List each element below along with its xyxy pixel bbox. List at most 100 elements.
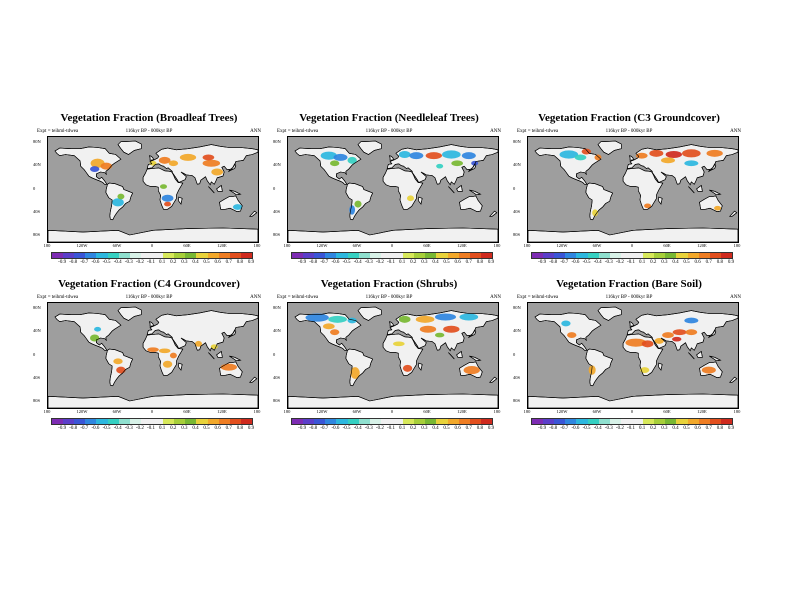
- period-label: 116kyr BP - 000kyr BP: [365, 295, 413, 300]
- colorbar-tick-label: 0.2: [410, 260, 417, 265]
- colorbar-tick-label: 0.7: [225, 426, 232, 431]
- colorbar-swatch: [458, 253, 470, 258]
- vegetation-change-patch: [451, 160, 463, 167]
- world-map: [48, 306, 258, 408]
- colorbar-tick-label: 0.6: [214, 260, 221, 265]
- colorbar-tick-label: 0.4: [192, 260, 199, 265]
- x-tick-label: 0: [390, 409, 394, 414]
- x-tick-label: 120E: [217, 409, 227, 414]
- colorbar-swatch: [174, 253, 186, 258]
- colorbar-tick-label: -0.4: [593, 426, 602, 431]
- vegetation-change-patch: [425, 152, 442, 160]
- vegetation-change-patch: [625, 338, 647, 347]
- coastline: [459, 195, 483, 213]
- vegetation-change-patch: [149, 160, 157, 166]
- coastline: [345, 182, 373, 221]
- world-map: [48, 140, 258, 242]
- vegetation-change-patch: [398, 151, 411, 158]
- colorbar-swatch: [565, 253, 577, 258]
- colorbar: [531, 418, 733, 425]
- y-tick-label: 40N: [273, 328, 281, 334]
- x-tick-label: 180: [283, 243, 291, 248]
- colorbar-swatch: [480, 253, 492, 258]
- vegetation-change-patch: [574, 154, 587, 161]
- coastline: [389, 155, 394, 161]
- y-tick-label: 40S: [273, 374, 281, 380]
- colorbar-tick-label: 0.4: [672, 260, 679, 265]
- colorbar-tick-label: 0.5: [683, 426, 690, 431]
- colorbar-labels: -0.9 -0.8 -0.7 -0.6 -0.5 -0.4 -0.3 -0.2 -0.1 0.1 0…: [531, 260, 734, 268]
- colorbar-swatch: [554, 253, 566, 258]
- colorbar-tick-label: -0.2: [135, 260, 144, 265]
- experiment-label: Expt = teihml-tdwea: [37, 295, 79, 300]
- colorbar-tick-label: -0.2: [375, 260, 384, 265]
- landmass: [117, 306, 142, 321]
- vegetation-change-patch: [567, 332, 577, 338]
- coastline: [708, 163, 717, 173]
- colorbar-tick-label: -0.1: [627, 426, 635, 431]
- colorbar-tick-label: 0.6: [694, 426, 701, 431]
- coastline: [489, 210, 498, 217]
- x-tick-label: 60W: [112, 409, 122, 414]
- colorbar-tick-label: -0.4: [113, 260, 122, 265]
- colorbar-tick-label: -0.6: [571, 260, 580, 265]
- x-tick-label: 0: [630, 409, 634, 414]
- colorbar-swatch: [543, 419, 555, 424]
- period-label: 116kyr BP - 000kyr BP: [125, 129, 173, 134]
- colorbar-swatch: [709, 253, 721, 258]
- x-tick-label: 180: [253, 243, 261, 248]
- vegetation-change-patch: [581, 148, 591, 155]
- coastline: [729, 376, 738, 383]
- vegetation-change-patch: [330, 329, 340, 336]
- vegetation-change-patch: [436, 163, 444, 169]
- coastline: [219, 361, 243, 379]
- colorbar-tick-label: -0.1: [387, 260, 395, 265]
- vegetation-change-patch: [435, 313, 456, 321]
- colorbar-tick-label: -0.5: [102, 260, 111, 265]
- coastline: [688, 186, 695, 194]
- colorbar-swatch: [620, 253, 632, 258]
- colorbar-tick-label: 0.5: [203, 260, 210, 265]
- coastline: [534, 312, 602, 351]
- colorbar-swatch: [425, 419, 437, 424]
- vegetation-change-patch: [559, 150, 579, 159]
- vegetation-change-patch: [90, 334, 100, 342]
- coastline: [249, 210, 258, 217]
- colorbar-swatch: [665, 253, 677, 258]
- x-tick-label: 60W: [592, 409, 602, 414]
- vegetation-change-patch: [349, 205, 356, 215]
- world-map: [288, 140, 498, 242]
- colorbar-tick-label: -0.9: [298, 426, 307, 431]
- colorbar-tick-label: -0.5: [102, 426, 111, 431]
- colorbar-tick-label: -0.6: [331, 426, 340, 431]
- colorbar-swatch: [229, 419, 241, 424]
- colorbar-swatch: [163, 419, 175, 424]
- colorbar-tick-label: -0.8: [69, 426, 78, 431]
- x-tick-label: 120W: [316, 409, 328, 414]
- colorbar-tick-label: -0.5: [582, 426, 591, 431]
- x-tick-label: 120E: [457, 243, 467, 248]
- coastline: [249, 376, 258, 383]
- coastline: [629, 321, 634, 327]
- colorbar-swatch: [151, 253, 164, 258]
- x-tick-label: 60W: [352, 243, 362, 248]
- vegetation-change-patch: [706, 149, 723, 157]
- vegetation-change-patch: [407, 195, 414, 202]
- coastline: [418, 196, 423, 205]
- y-tick-label: 40N: [513, 328, 521, 334]
- vegetation-change-patch: [714, 205, 722, 211]
- panel-title: Vegetation Fraction (Shrubs): [320, 278, 458, 290]
- colorbar-labels: -0.9 -0.8 -0.7 -0.6 -0.5 -0.4 -0.3 -0.2 -0.1 0.1 0…: [291, 260, 494, 268]
- coastline: [288, 227, 498, 242]
- colorbar-swatch: [687, 419, 699, 424]
- coastline: [585, 348, 613, 387]
- coastline: [469, 189, 482, 196]
- coastline: [448, 352, 455, 360]
- x-tick-label: 180: [283, 409, 291, 414]
- x-tick-label: 60W: [112, 243, 122, 248]
- map-panel: Vegetation Fraction (Shrubs) Expt = teihm…: [273, 278, 505, 438]
- x-tick-label: 180: [733, 409, 741, 414]
- vegetation-change-patch: [354, 200, 362, 208]
- colorbar-swatch: [576, 253, 588, 258]
- vegetation-change-patch: [649, 149, 664, 157]
